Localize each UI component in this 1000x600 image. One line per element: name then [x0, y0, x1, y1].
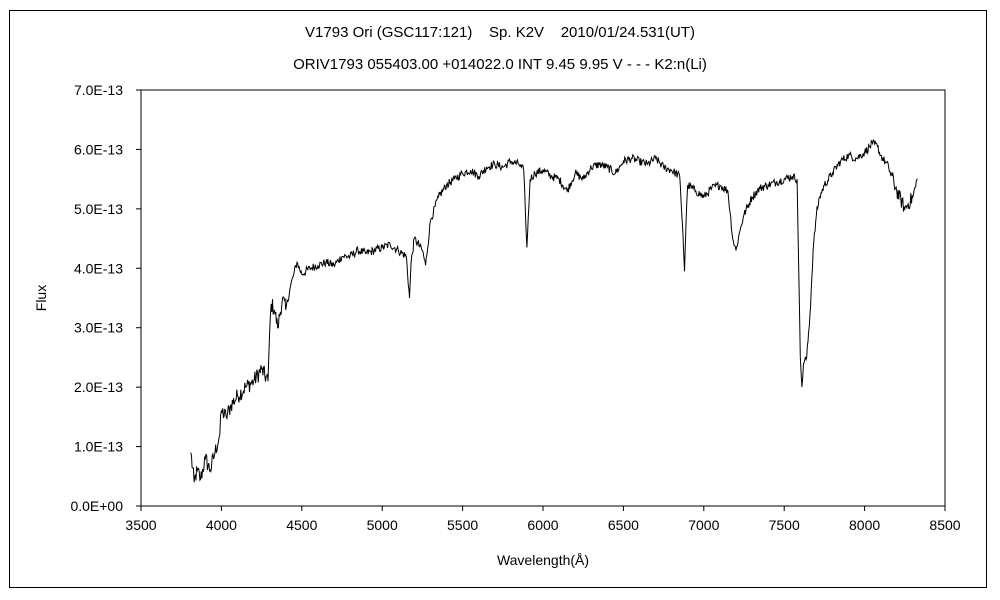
x-tick-label: 4500	[286, 517, 317, 533]
chart-title: V1793 Ori (GSC117:121) Sp. K2V 2010/01/2…	[305, 24, 695, 41]
x-tick-label: 6000	[527, 517, 558, 533]
x-axis-label: Wavelength(Å)	[497, 552, 589, 568]
x-tick-label: 7500	[769, 517, 800, 533]
y-tick-label: 1.0E-13	[74, 439, 123, 455]
y-tick-label: 0.0E+00	[70, 498, 123, 514]
x-tick-label: 7000	[688, 517, 719, 533]
y-tick-label: 4.0E-13	[74, 260, 123, 276]
plot-area	[140, 89, 946, 507]
x-tick-label: 8500	[929, 517, 960, 533]
y-axis-ticks: 0.0E+00 1.0E-13 2.0E-13 3.0E-13 4.0E-13 5.0E-…	[70, 82, 141, 514]
x-tick-label: 5000	[367, 517, 398, 533]
chart-subtitle: ORIV1793 055403.00 +014022.0 INT 9.45 9.…	[293, 56, 707, 73]
y-axis-label: Flux	[33, 285, 49, 311]
y-tick-label: 7.0E-13	[74, 82, 123, 98]
chart-frame	[9, 10, 987, 588]
x-tick-label: 6500	[608, 517, 639, 533]
y-tick-label: 3.0E-13	[74, 320, 123, 336]
y-tick-label: 2.0E-13	[74, 379, 123, 395]
x-tick-label: 4000	[206, 517, 237, 533]
x-tick-label: 5500	[447, 517, 478, 533]
series-line	[190, 139, 918, 483]
x-axis-ticks: 3500 4000 4500 5000 5500 6000 6500 7000 7500 8000…	[125, 506, 961, 533]
y-tick-label: 6.0E-13	[74, 141, 123, 157]
y-tick-label: 5.0E-13	[74, 201, 123, 217]
x-tick-label: 8000	[849, 517, 880, 533]
x-tick-label: 3500	[125, 517, 156, 533]
